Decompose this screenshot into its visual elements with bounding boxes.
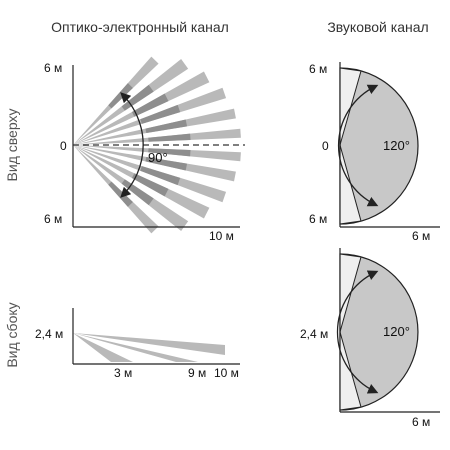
sound-side-x-end-label: 6 м [412,415,430,429]
sound-top-y-zero-label: 0 [322,139,329,153]
optical-angle-label: 90° [148,150,168,165]
optical-side-beam-10m [73,333,225,355]
optical-top-y-bottom-label: 6 м [44,212,62,226]
sound-side-sector [339,253,419,411]
optical-top-view: 90° 6 м 0 6 м 10 м [44,56,245,243]
optical-side-beam-3m [73,333,133,362]
optical-channel-title: Оптико-электронный канал [51,19,229,35]
optical-side-beam-9m [73,333,198,362]
sound-top-y-top-label: 6 м [309,62,327,76]
optical-beam-shade-10 [131,173,169,197]
optical-beam-shade-6 [148,133,191,142]
sound-side-view: 120° 2,4 м 6 м [300,248,440,429]
optical-top-x-end-label: 10 м [209,229,234,243]
optical-side-view: 2,4 м 3 м 9 м 10 м [35,308,240,380]
sound-side-height-label: 2,4 м [300,327,328,341]
optical-beam-shade-9 [140,166,181,186]
side-view-label: Вид сбоку [4,302,20,367]
top-view-label: Вид сверху [4,109,20,182]
sound-top-angle-arrow [337,84,379,207]
sound-top-x-end-label: 6 м [412,229,430,243]
optical-beam-shade-3 [131,93,169,117]
optical-top-y-zero-label: 0 [60,139,67,153]
optical-beam-shade-4 [140,104,181,124]
sound-top-y-bottom-label: 6 м [309,212,327,226]
sound-channel-title: Звуковой канал [327,19,428,35]
optical-angle-arrow [120,92,144,198]
optical-side-9m-label: 9 м [188,366,206,380]
sound-side-angle-arrow [336,270,379,394]
optical-side-10m-label: 10 м [214,366,239,380]
sound-top-sector [339,67,419,225]
optical-side-height-label: 2,4 м [35,327,63,341]
optical-side-3m-label: 3 м [114,366,132,380]
optical-beam-shade-7 [148,148,191,157]
optical-beam-shade-8 [145,156,188,171]
optical-beam-shade-5 [145,119,188,134]
sound-top-angle-label: 120° [383,138,410,153]
sound-side-angle-label: 120° [383,324,410,339]
optical-top-y-top-label: 6 м [44,61,62,75]
sound-top-view: 120° 6 м 0 6 м 6 м [309,62,440,243]
